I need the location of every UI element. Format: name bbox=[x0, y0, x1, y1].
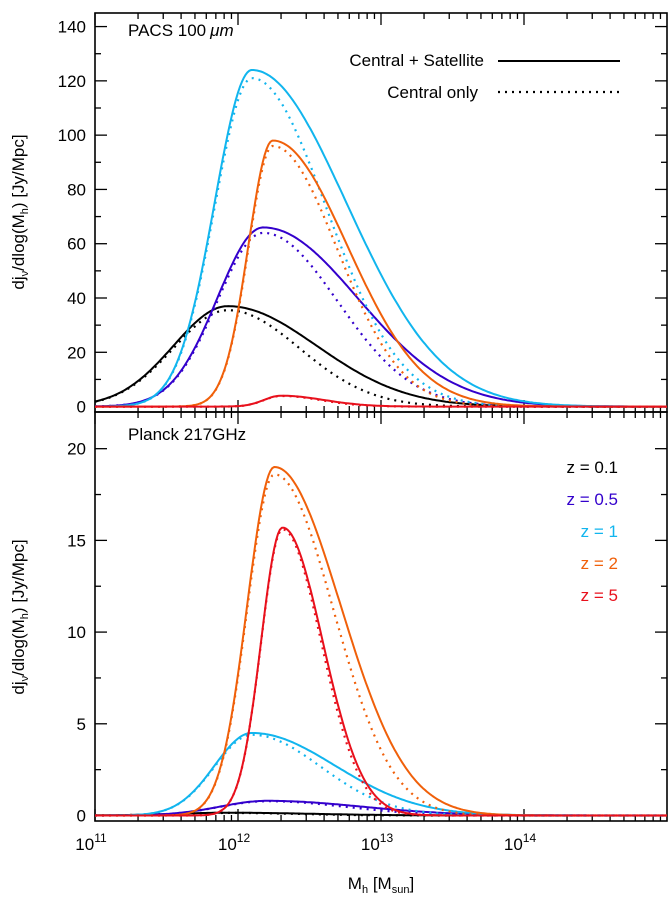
y-tick-label: 100 bbox=[58, 126, 86, 145]
series-line-z1-central bbox=[95, 77, 667, 408]
top-axis-ticks: 0 20 40 60 80 100 120 140 bbox=[58, 13, 667, 417]
y-tick-label: 5 bbox=[77, 715, 86, 734]
x-tick-label: 1013 bbox=[361, 831, 394, 854]
bottom-panel-title: Planck 217GHz bbox=[128, 425, 246, 444]
series-line-z01-central bbox=[94, 309, 667, 408]
x-axis-title: Mh [Msun] bbox=[348, 874, 414, 896]
legend-entry-z: z = 0.5 bbox=[566, 490, 618, 509]
legend-entry-z: z = 0.1 bbox=[566, 458, 618, 477]
x-tick-label: 1014 bbox=[504, 831, 537, 854]
y-tick-label: 15 bbox=[67, 531, 86, 550]
series-line-z2-total bbox=[95, 466, 667, 817]
series-line-z1-total bbox=[95, 69, 668, 408]
y-tick-label: 80 bbox=[67, 180, 86, 199]
legend-dotted-label: Central only bbox=[387, 83, 478, 102]
y-tick-label: 0 bbox=[77, 806, 86, 825]
bottom-panel-curves bbox=[94, 466, 667, 817]
x-tick-label: 1011 bbox=[75, 831, 107, 854]
top-panel-curves bbox=[94, 69, 668, 408]
top-y-axis-title: djν/dlog(Mh) [Jy/Mpc] bbox=[9, 134, 31, 289]
series-line-z01-total bbox=[94, 305, 667, 408]
bottom-axis-ticks: 1011 1012 1013 1014 0 5 10 15 20 bbox=[67, 412, 667, 854]
redshift-legend: z = 0.1 z = 0.5 z = 1 z = 2 z = 5 bbox=[566, 458, 618, 605]
y-tick-label: 10 bbox=[67, 623, 86, 642]
series-line-z05-central bbox=[94, 231, 667, 408]
x-tick-label: 1012 bbox=[218, 831, 251, 854]
y-tick-label: 140 bbox=[58, 18, 86, 37]
y-tick-label: 60 bbox=[67, 235, 86, 254]
y-tick-label: 20 bbox=[67, 440, 86, 459]
series-line-z5-total bbox=[95, 526, 667, 817]
series-line-z5-total bbox=[95, 394, 667, 408]
series-line-z05-total bbox=[94, 226, 667, 408]
series-line-z05-central bbox=[95, 800, 667, 817]
legend-solid-label: Central + Satellite bbox=[349, 51, 484, 70]
y-tick-label: 120 bbox=[58, 72, 86, 91]
y-tick-label: 20 bbox=[67, 343, 86, 362]
bottom-y-axis-title: djν/dlog(Mh) [Jy/Mpc] bbox=[9, 539, 31, 694]
y-tick-label: 40 bbox=[67, 289, 86, 308]
legend-entry-z: z = 2 bbox=[581, 554, 618, 573]
y-tick-label: 0 bbox=[77, 398, 86, 417]
top-panel-title: PACS 100 μm bbox=[128, 21, 234, 40]
legend-entry-z: z = 5 bbox=[581, 586, 618, 605]
legend-entry-z: z = 1 bbox=[581, 522, 618, 541]
